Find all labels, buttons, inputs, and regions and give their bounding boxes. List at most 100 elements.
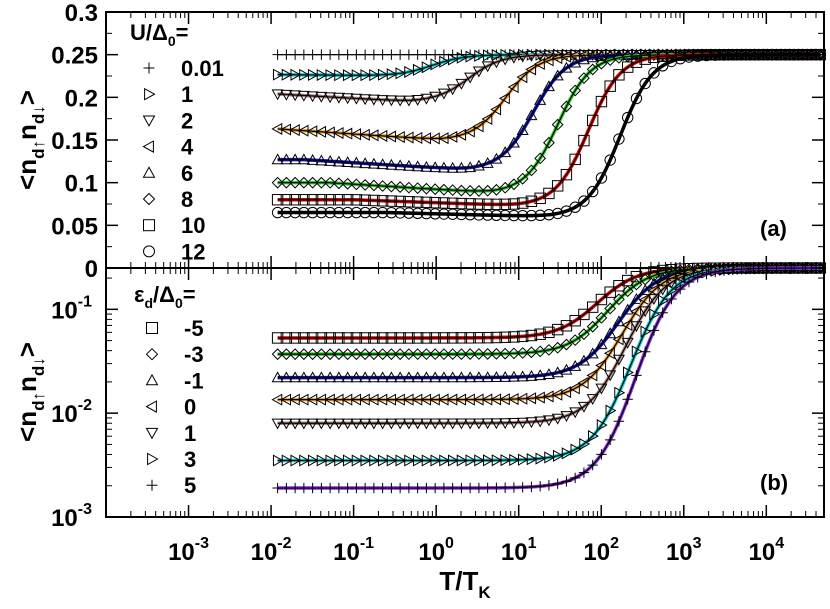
panel-b-series-5-point — [526, 453, 538, 466]
panel-b-series-5-point — [447, 454, 459, 467]
panel-b-series-6-point — [596, 449, 607, 460]
panel-b-series-5-point — [579, 437, 591, 451]
panel-b-series-5-point — [658, 294, 669, 307]
panel-a-series-5-point — [402, 181, 415, 194]
panel-b-series-0-point — [315, 332, 328, 344]
panel-b-series-6-point — [561, 476, 572, 487]
panel-b-series-2-point — [394, 371, 407, 383]
panel-b-series-6-point — [762, 263, 773, 274]
panel-a-series-7-point — [333, 206, 345, 219]
panel-a-series-5-point — [595, 57, 608, 70]
panel-a-series-6-point — [516, 197, 529, 209]
panel-a-series-7-point — [315, 206, 328, 219]
panel-a-series-6-point — [604, 80, 616, 92]
panel-b-series-1-point — [499, 347, 512, 360]
panel-a-series-4-point — [385, 158, 398, 170]
panel-a-series-7-point — [630, 92, 643, 105]
panel-b-series-5-band — [277, 266, 821, 463]
panel-b-series-0-point — [455, 332, 468, 344]
panel-b-series-1-point — [481, 348, 494, 360]
panel-b-series-5-point — [544, 451, 556, 464]
panel-b-series-2-point — [481, 371, 494, 383]
panel-b-series-2-point — [411, 371, 424, 383]
panel-a-series-5-point — [464, 184, 477, 197]
legend-a-label: 0.01 — [181, 56, 224, 81]
panel-b-series-1-point — [402, 348, 415, 361]
panel-b-series-4-point — [656, 284, 669, 296]
panel-a-series-0-point — [281, 49, 292, 60]
panel-a-series-3-point — [437, 132, 449, 145]
panel-a-series-5-point — [332, 177, 345, 190]
panel-b-series-5-point — [482, 454, 494, 467]
panel-b-series-2-point — [621, 303, 634, 315]
panel-b-series-4-point — [665, 277, 678, 289]
panel-a-series-7-point — [473, 209, 485, 221]
panel-b-series-6-point — [631, 370, 642, 381]
panel-a-series-5-point — [315, 176, 328, 189]
panel-b-frame — [105, 267, 825, 518]
panel-a-series-0-point — [368, 49, 380, 60]
panel-a-series-4-band — [277, 52, 821, 170]
panel-a-series-0-point — [412, 49, 423, 60]
panel-b-series-6-point — [552, 478, 563, 489]
panel-b-series-6-point — [499, 482, 511, 493]
panel-a-series-3-point — [507, 81, 519, 94]
panel-b-series-3-point — [568, 382, 580, 395]
panel-a-series-6-point — [438, 197, 450, 209]
panel-a-series-3-point — [516, 71, 528, 84]
panel-b-series-6-point — [464, 482, 476, 494]
legend-b-label: -5 — [184, 316, 204, 341]
panel-b-series-6-point — [701, 268, 712, 280]
panel-b-series-0-point — [306, 332, 319, 344]
panel-a-series-4-point — [577, 53, 590, 65]
panel-a-series-7-point — [718, 49, 730, 61]
panel-a-series-0-point — [351, 49, 362, 60]
panel-b-series-0-point — [473, 332, 485, 344]
panel-a-series-0-point — [272, 49, 283, 60]
panel-a-series-3-point — [525, 63, 537, 76]
panel-b-series-6-point — [780, 262, 791, 274]
panel-a-series-2-point — [289, 90, 302, 102]
panel-a-series-2-point — [324, 92, 337, 104]
panel-b-series-6-point — [394, 482, 406, 494]
panel-b-series-2-point — [586, 347, 599, 359]
panel-b-series-1-point — [525, 346, 538, 359]
panel-b-series-6-point — [569, 472, 581, 484]
panel-b-series-5-point — [491, 454, 503, 467]
x-tick-label: 102 — [583, 535, 619, 566]
panel-b-series-4-point — [612, 354, 625, 366]
panel-b-series-4-point — [359, 418, 372, 430]
panel-b-series-2-point — [446, 371, 459, 383]
panel-b-series-6-point — [491, 482, 502, 494]
panel-a-series-6-point — [385, 195, 398, 207]
panel-b-series-2-point — [402, 371, 415, 383]
panel-b-series-4-point — [604, 370, 617, 382]
panel-b-series-4-point — [569, 407, 582, 419]
legend-a-label: 6 — [181, 161, 193, 186]
panel-b-series-6-point — [692, 272, 703, 283]
panel-b-series-1-point — [604, 302, 617, 315]
panel-b-series-0-point — [385, 332, 398, 344]
panel-b-series-6-point — [482, 482, 493, 494]
panel-a-series-6-point — [289, 194, 301, 206]
panel-b-series-4-point — [525, 417, 538, 429]
panel-b-series-4-point — [577, 401, 590, 413]
panel-b-series-4-point — [490, 418, 503, 430]
panel-b-series-2-point — [350, 371, 363, 383]
panel-a-series-5-point — [586, 63, 599, 76]
panel-b-series-6-point — [342, 482, 353, 494]
legend-a-marker — [143, 62, 155, 74]
panel-a-series-0-point — [438, 49, 450, 60]
panel-a-series-7-point — [289, 206, 301, 219]
panel-b-series-4-point — [324, 418, 337, 430]
x-axis-label: T/TK — [439, 566, 491, 602]
panel-b-series-6-point — [368, 482, 380, 494]
panel-b-series-4-point — [464, 418, 477, 430]
panel-a-series-2-point — [490, 57, 503, 69]
panel-b-series-0-point — [368, 332, 380, 344]
panel-b-series-5-point — [439, 454, 451, 467]
panel-b-series-5-point — [588, 430, 599, 443]
panel-b-series-6-point — [351, 482, 362, 494]
panel-a-series-4-point — [376, 158, 389, 170]
x-tick-label: 10-1 — [333, 535, 374, 566]
